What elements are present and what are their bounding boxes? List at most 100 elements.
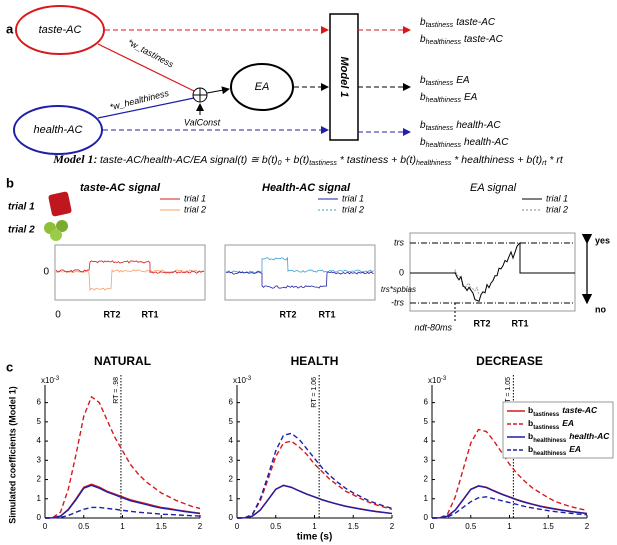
ea-node [230,63,294,111]
health-node-label: health-AC [34,124,83,136]
weight-line [97,43,195,92]
y-tick-label: 5 [424,417,429,426]
scale-exponent: -3 [246,376,252,382]
y-tick-label: 1 [229,494,234,503]
legend-label: btastiness EA [528,418,574,430]
coef-symbol: b [420,120,426,131]
y-tick-label: 0 [424,513,429,522]
decision-label: yes [595,235,610,245]
panel-b: b trial 1 trial 2 taste-AC signal trial … [6,175,610,332]
plot-frame [54,244,206,301]
panel-label: c [6,359,13,374]
series-line [236,440,393,519]
chart-title: NATURAL [94,354,151,368]
y-tick-label: 6 [37,398,42,407]
equation-text: taste-AC/health-AC/EA signal(t) ≅ b(t) [100,154,278,166]
model-box-label: Model 1 [338,57,350,98]
y-tick-label: 4 [424,436,429,445]
taste-node-label: taste-AC [39,24,82,36]
panel-label: a [6,21,14,36]
sprout-icon [56,220,68,232]
y-tick-label: 1 [424,494,429,503]
output-name: health-AC [456,120,501,131]
coef-subscript: tastiness [426,80,454,87]
equation-text: * rt [546,154,563,166]
y-tick-label: 0 [229,513,234,522]
candy-icon [48,191,72,217]
legend-name: EA [569,444,581,454]
rt-label: RT1 [318,309,335,319]
coef-symbol: b [420,92,426,103]
x-axis-label: time (s) [297,532,333,543]
legend-subscript: tastiness [533,425,560,431]
legend-symbol: b [528,444,533,454]
legend-name: health-AC [569,431,610,441]
scale-label: x10-3 [233,376,252,386]
scale-base: x10 [233,376,246,385]
series-line [44,395,201,519]
level-label: 0 [399,267,404,277]
y-tick-label: 5 [229,417,234,426]
scale-label: x10-3 [41,376,60,386]
weight-label: *w_healthiness [109,88,171,112]
signal-trace [55,269,204,292]
legend-label: trial 2 [342,204,364,214]
output-label: btastiness health-AC [420,120,501,133]
weight-label: *w_tastiness [126,37,176,70]
coef-symbol: b [420,34,426,45]
ea-node-label: EA [255,81,270,93]
y-tick-label: 4 [37,436,42,445]
y-tick-label: 5 [37,417,42,426]
level-label: -trs [391,297,404,307]
x-tick-label: 1.5 [156,522,168,531]
equation-subscript: 0 [278,160,282,167]
ea-trace [410,242,575,302]
signal-trace [225,256,374,274]
x-tick-label: 0.5 [270,522,282,531]
equation-text: * healthiness + b(t) [451,154,542,166]
output-label: bhealthiness taste-AC [420,34,504,47]
rt-label: RT2 [473,318,490,328]
sum-sign [193,88,207,102]
x-tick-label: 2 [198,522,203,531]
x-tick-label: 0.5 [78,522,90,531]
series-line [44,484,201,519]
y-axis-label: Simulated coefficients (Model 1) [7,386,17,524]
legend-symbol: b [528,405,533,415]
legend-subscript: tastiness [533,412,560,418]
output-label: btastiness taste-AC [420,17,496,30]
scale-exponent: -3 [54,376,60,382]
axis-label: 0 [55,310,61,321]
model-box [329,13,359,141]
y-tick-label: 2 [424,475,429,484]
output-name: EA [464,92,478,103]
series-line [45,506,201,519]
panel-label: b [6,175,14,190]
coef-symbol: b [420,75,426,86]
legend-label: trial 1 [184,193,206,203]
scale-base: x10 [428,376,441,385]
series-line [431,485,588,519]
coef-subscript: healthiness [426,142,462,149]
legend-symbol: b [528,431,533,441]
ea-trace [410,269,480,295]
x-tick-label: 0 [430,522,435,531]
line-chart: NATURAL x10-3 0 1 2 3 4 5 6 0 0.5 1 1.5 2 Simulated co… [7,354,202,531]
rt-label: RT = 1.05 [505,377,512,408]
x-tick-label: 1 [120,522,125,531]
legend-name: taste-AC [562,405,598,415]
valconst-label: ValConst [184,117,221,127]
coef-subscript: tastiness [426,22,454,29]
ndt-label: ndt-80ms [414,322,452,332]
output-label: btastiness EA [420,75,470,88]
coef-symbol: b [420,137,426,148]
legend-subscript: healthiness [533,451,567,457]
y-tick-label: 3 [229,455,234,464]
legend-label: bhealthiness EA [528,444,581,456]
axis-label: 0 [43,267,49,278]
x-tick-label: 1.5 [543,522,555,531]
chart-title: DECREASE [476,354,543,368]
